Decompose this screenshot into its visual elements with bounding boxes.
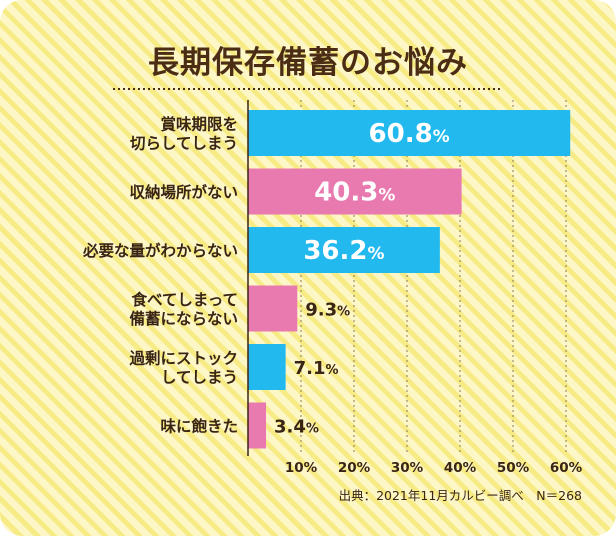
x-tick-label: 40% <box>444 460 477 476</box>
x-tick-label: 60% <box>550 460 583 476</box>
category-label: してしまう <box>161 369 238 387</box>
category-labels: 賞味期限を切らしてしまう収納場所がない必要な量がわからない食べてしまって備蓄にな… <box>82 115 238 436</box>
x-tick-label: 30% <box>391 460 424 476</box>
x-tick-label: 50% <box>497 460 530 476</box>
bars-group: 60.8% 40.3% 36.2% 9.3% 7.1% 3.4% <box>248 110 571 449</box>
category-label: 過剰にストック <box>128 349 238 368</box>
x-tick-label: 20% <box>338 460 371 476</box>
chart-title: 長期保存備蓄のお悩み <box>148 45 468 81</box>
data-label: 60.8% <box>369 119 450 149</box>
bar <box>248 227 440 273</box>
category-label: 必要な量がわからない <box>82 241 238 260</box>
bar <box>248 110 571 156</box>
category-label: 賞味期限を <box>160 115 238 134</box>
data-label: 40.3% <box>314 178 395 208</box>
category-label: 食べてしまって <box>131 290 239 309</box>
bar <box>248 168 462 215</box>
category-label: 備蓄にならない <box>129 309 238 328</box>
bar <box>248 344 286 390</box>
x-tick-label: 10% <box>285 460 318 476</box>
data-label: 36.2% <box>303 236 384 266</box>
category-label: 味に飽きた <box>160 417 238 436</box>
grid-lines <box>300 100 567 452</box>
data-label: 7.1% <box>294 358 339 379</box>
category-label: 収納場所がない <box>129 183 238 202</box>
category-label: 切らしてしまう <box>130 135 238 153</box>
bar <box>248 285 298 332</box>
bar <box>248 402 267 449</box>
data-label: 3.4% <box>274 417 319 438</box>
data-label: 9.3% <box>305 300 350 321</box>
source-note: 出典：2021年11月カルビー調べ N＝268 <box>339 488 582 503</box>
x-tick-labels: 10% 20% 30% 40% 50% 60% <box>285 460 583 476</box>
